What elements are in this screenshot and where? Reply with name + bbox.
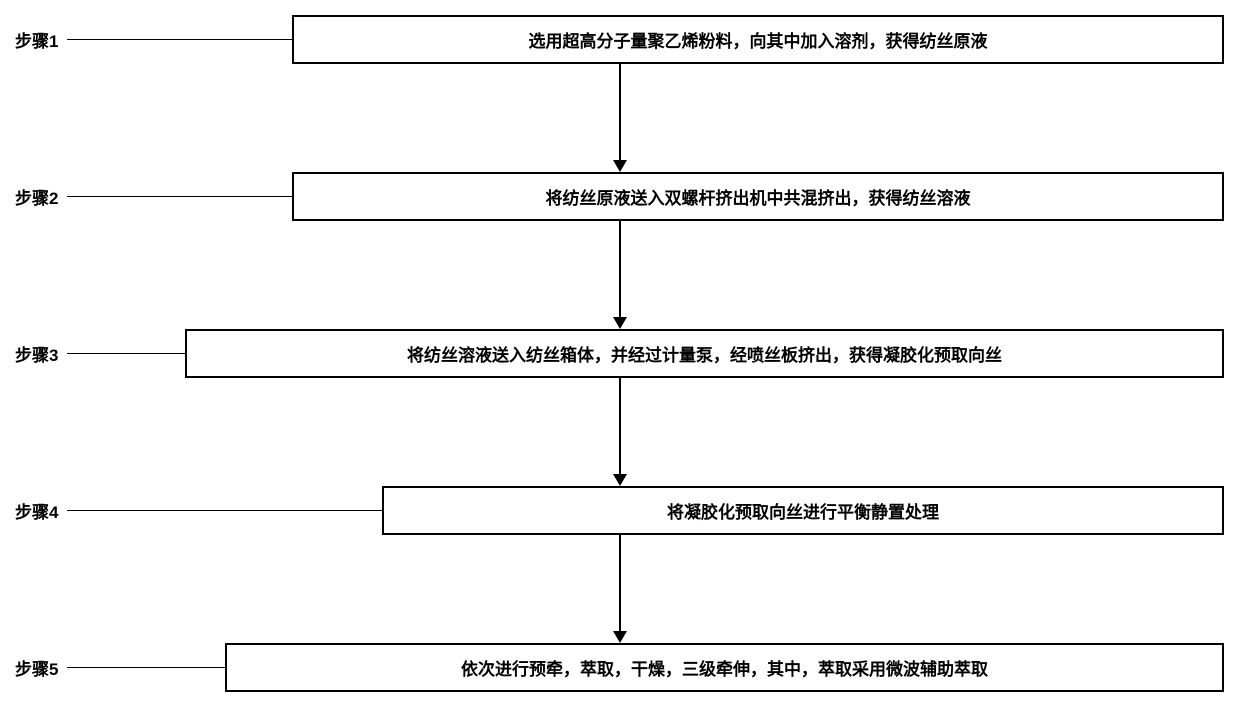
arrow-head-icon bbox=[613, 474, 627, 486]
step-label-5: 步骤5 bbox=[15, 655, 63, 680]
step-label-3: 步骤3 bbox=[15, 341, 63, 366]
step-box-2: 将纺丝原液送入双螺杆挤出机中共混挤出，获得纺丝溶液 bbox=[292, 172, 1224, 221]
label-connector-line bbox=[67, 353, 185, 354]
flowchart-container: 步骤1 选用超高分子量聚乙烯粉料，向其中加入溶剂，获得纺丝原液步骤2 将纺丝原液送入… bbox=[15, 15, 1224, 692]
arrow-line bbox=[619, 64, 621, 160]
arrow-head-icon bbox=[613, 317, 627, 329]
label-connector-line bbox=[67, 196, 292, 197]
step-box-5: 依次进行预牵，萃取，干燥，三级牵伸，其中，萃取采用微波辅助萃取 bbox=[225, 643, 1224, 692]
arrow-1 bbox=[613, 64, 627, 172]
arrow-line bbox=[619, 221, 621, 317]
arrow-4 bbox=[613, 535, 627, 643]
label-connector-line bbox=[67, 510, 382, 511]
arrow-3 bbox=[613, 378, 627, 486]
step-label-2: 步骤2 bbox=[15, 184, 63, 209]
step-row-2: 步骤2 将纺丝原液送入双螺杆挤出机中共混挤出，获得纺丝溶液 bbox=[15, 172, 1224, 221]
step-row-3: 步骤3 将纺丝溶液送入纺丝箱体，并经过计量泵，经喷丝板挤出，获得凝胶化预取向丝 bbox=[15, 329, 1224, 378]
step-label-1: 步骤1 bbox=[15, 27, 63, 52]
step-label-4: 步骤4 bbox=[15, 498, 63, 523]
step-row-5: 步骤5 依次进行预牵，萃取，干燥，三级牵伸，其中，萃取采用微波辅助萃取 bbox=[15, 643, 1224, 692]
arrow-head-icon bbox=[613, 160, 627, 172]
label-connector-line bbox=[67, 39, 292, 40]
label-connector-line bbox=[67, 667, 225, 668]
step-row-1: 步骤1 选用超高分子量聚乙烯粉料，向其中加入溶剂，获得纺丝原液 bbox=[15, 15, 1224, 64]
arrow-line bbox=[619, 378, 621, 474]
arrow-line bbox=[619, 535, 621, 631]
step-row-4: 步骤4 将凝胶化预取向丝进行平衡静置处理 bbox=[15, 486, 1224, 535]
arrow-2 bbox=[613, 221, 627, 329]
step-box-1: 选用超高分子量聚乙烯粉料，向其中加入溶剂，获得纺丝原液 bbox=[292, 15, 1224, 64]
arrow-head-icon bbox=[613, 631, 627, 643]
step-box-3: 将纺丝溶液送入纺丝箱体，并经过计量泵，经喷丝板挤出，获得凝胶化预取向丝 bbox=[185, 329, 1224, 378]
step-box-4: 将凝胶化预取向丝进行平衡静置处理 bbox=[382, 486, 1224, 535]
